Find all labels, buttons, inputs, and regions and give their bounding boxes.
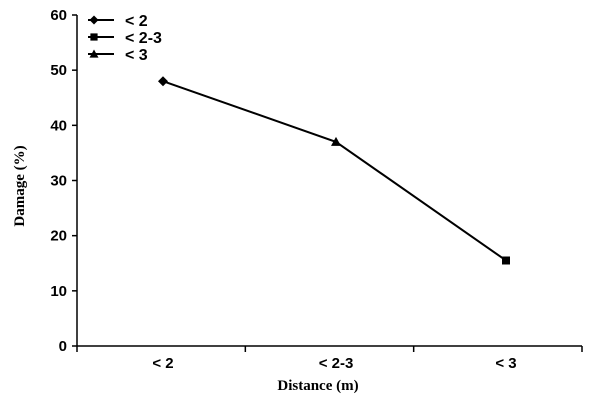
x-axis-title: Distance (m) — [277, 378, 358, 394]
legend-label: < 2-3 — [125, 30, 162, 47]
legend-marker — [90, 33, 98, 41]
y-tick-label: 60 — [50, 7, 67, 24]
y-tick-label: 30 — [50, 173, 67, 190]
y-tick-label: 0 — [59, 338, 67, 355]
series — [158, 76, 510, 265]
x-ticks: < 2 < 2-3 < 3 — [76, 346, 583, 372]
x-tick-label: < 2 — [152, 355, 173, 372]
data-point — [158, 76, 168, 87]
data-point — [502, 256, 510, 265]
legend-marker — [89, 49, 99, 58]
series-line — [162, 80, 507, 262]
legend-label: < 3 — [125, 47, 148, 64]
x-tick-label: < 3 — [495, 355, 516, 372]
y-ticks: 0 10 20 30 40 50 60 — [50, 7, 77, 355]
y-tick-label: 50 — [50, 62, 67, 79]
y-tick-label: 40 — [50, 117, 67, 134]
legend-label: < 2 — [125, 13, 148, 30]
y-tick-label: 10 — [50, 283, 67, 300]
data-point — [331, 136, 341, 146]
y-axis-title: Damage (%) — [12, 145, 28, 226]
axes — [76, 15, 582, 347]
legend: < 2< 2-3< 3 — [88, 13, 162, 64]
x-tick-label: < 2-3 — [319, 355, 354, 372]
y-tick-label: 20 — [50, 228, 67, 245]
legend-marker — [89, 15, 99, 25]
